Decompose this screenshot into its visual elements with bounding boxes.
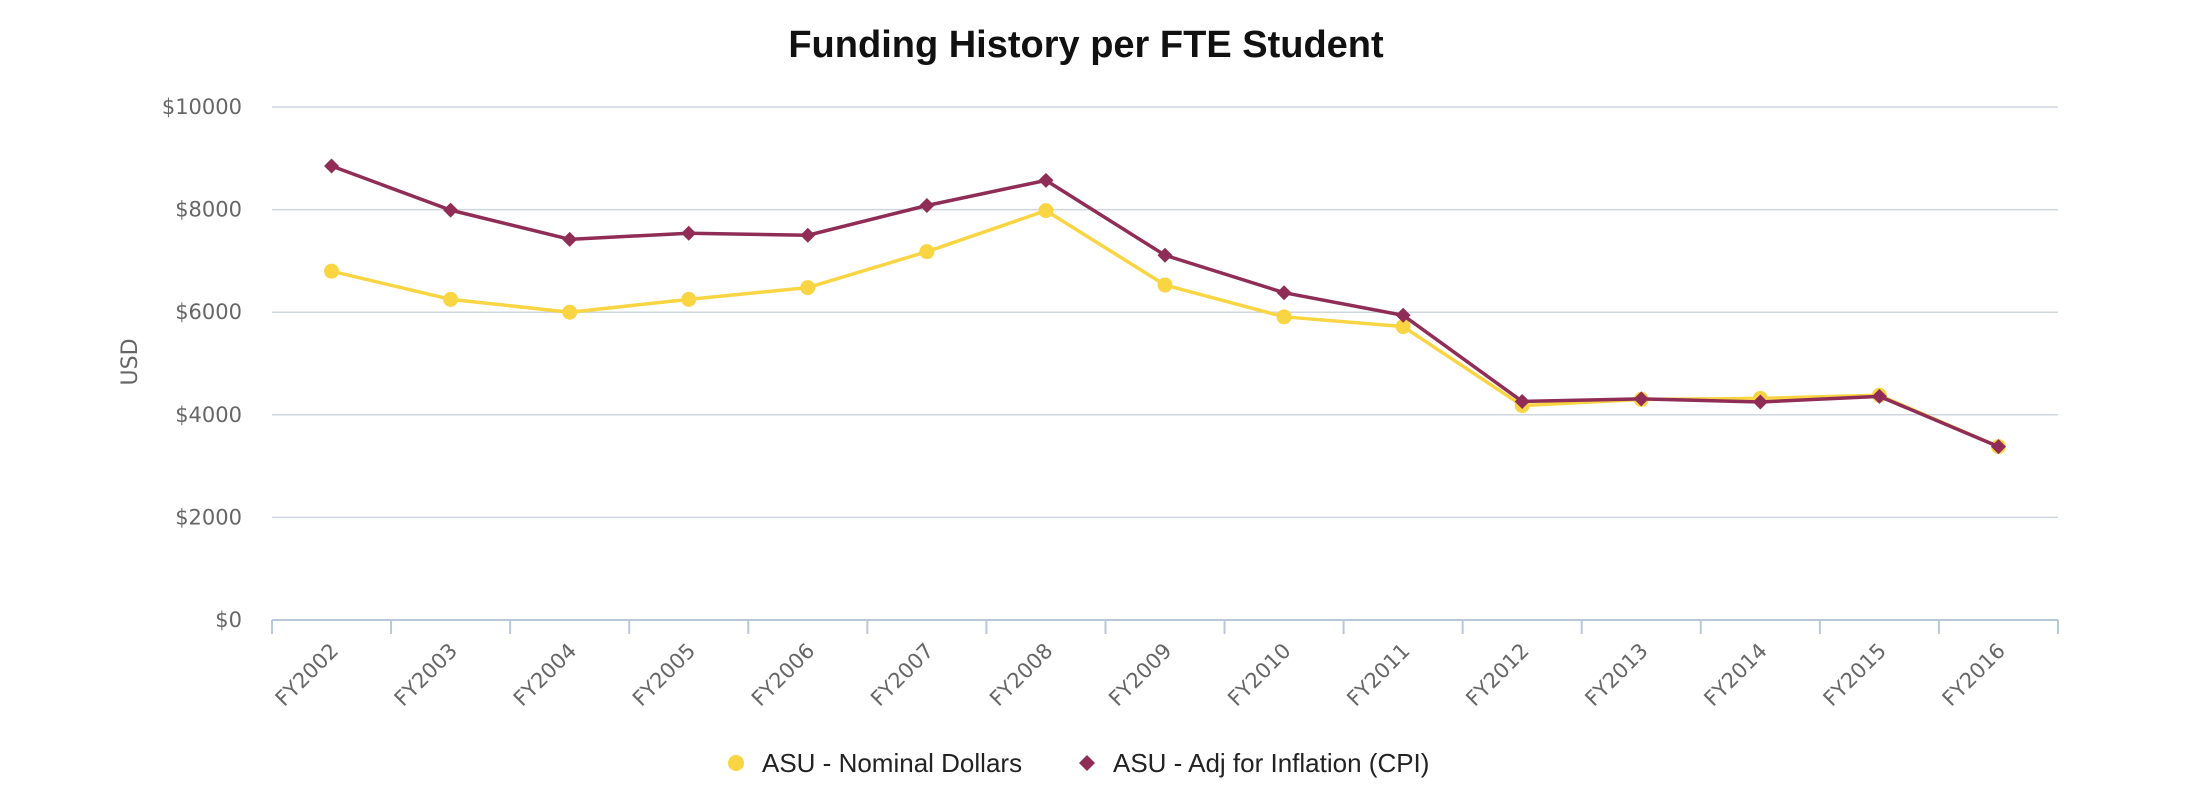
data-point[interactable]	[324, 158, 340, 174]
x-tick-label: FY2002	[271, 639, 343, 711]
data-point[interactable]	[1990, 439, 2006, 455]
data-point[interactable]	[562, 231, 578, 247]
data-point[interactable]	[1752, 394, 1768, 410]
data-point[interactable]	[1157, 247, 1173, 263]
legend-label: ASU - Adj for Inflation (CPI)	[1113, 748, 1429, 778]
data-point[interactable]	[919, 197, 935, 213]
x-tick-label: FY2012	[1461, 639, 1533, 711]
series-inflation-adjusted	[324, 158, 2006, 455]
data-point[interactable]	[443, 291, 459, 307]
legend-item-nominal[interactable]: ASU - Nominal Dollars	[728, 748, 1022, 778]
x-tick-label: FY2008	[985, 639, 1057, 711]
x-tick-label: FY2016	[1938, 639, 2010, 711]
y-axis-label: USD	[118, 338, 143, 385]
series-nominal	[324, 203, 2006, 455]
x-tick-label: FY2006	[747, 639, 819, 711]
data-point[interactable]	[1276, 285, 1292, 301]
legend[interactable]: ASU - Nominal Dollars ASU - Adj for Infla…	[728, 748, 1429, 778]
legend-label: ASU - Nominal Dollars	[762, 748, 1022, 778]
y-tick-label: $6000	[175, 300, 242, 324]
data-point[interactable]	[800, 280, 816, 296]
y-axis-ticks: $0 $2000 $4000 $6000 $8000 $10000	[162, 95, 242, 632]
data-point[interactable]	[1038, 203, 1054, 219]
x-tick-label: FY2009	[1104, 639, 1176, 711]
x-tick-label: FY2015	[1819, 639, 1891, 711]
x-tick-label: FY2007	[866, 639, 938, 711]
x-tick-label: FY2011	[1342, 639, 1414, 711]
y-tick-label: $10000	[162, 95, 242, 119]
data-point[interactable]	[562, 304, 578, 320]
x-axis: FY2002 FY2003 FY2004 FY2005 FY2006 FY2007 FY20…	[271, 619, 2059, 711]
x-tick-label: FY2014	[1699, 639, 1771, 711]
chart-title: Funding History per FTE Student	[788, 24, 1384, 66]
series-line	[330, 164, 2000, 449]
data-point[interactable]	[1395, 307, 1411, 323]
y-tick-label: $4000	[175, 403, 242, 427]
data-point[interactable]	[681, 225, 697, 241]
x-tick-label: FY2013	[1580, 639, 1652, 711]
data-point[interactable]	[1633, 391, 1649, 407]
data-point[interactable]	[1514, 393, 1530, 409]
legend-marker-diamond-icon	[1079, 755, 1095, 771]
data-point[interactable]	[1871, 388, 1887, 404]
data-point[interactable]	[1395, 319, 1411, 335]
data-point[interactable]	[324, 263, 340, 279]
data-point[interactable]	[1038, 172, 1054, 188]
data-point[interactable]	[800, 227, 816, 243]
gridlines	[272, 106, 2058, 519]
series-layer	[324, 158, 2006, 455]
data-point[interactable]	[1157, 277, 1173, 293]
y-tick-label: $0	[215, 608, 242, 632]
x-tick-label: FY2005	[628, 639, 700, 711]
series-line	[331, 208, 2000, 449]
y-tick-label: $8000	[175, 198, 242, 222]
data-point[interactable]	[443, 202, 459, 218]
data-point[interactable]	[681, 291, 697, 307]
x-tick-label: FY2003	[390, 639, 462, 711]
x-tick-label: FY2004	[509, 639, 581, 711]
legend-marker-circle-icon	[728, 755, 744, 771]
y-tick-label: $2000	[175, 505, 242, 529]
data-point[interactable]	[1276, 309, 1292, 325]
legend-item-inflation-adjusted[interactable]: ASU - Adj for Inflation (CPI)	[1079, 748, 1429, 778]
data-point[interactable]	[919, 244, 935, 260]
x-tick-label: FY2010	[1223, 639, 1295, 711]
